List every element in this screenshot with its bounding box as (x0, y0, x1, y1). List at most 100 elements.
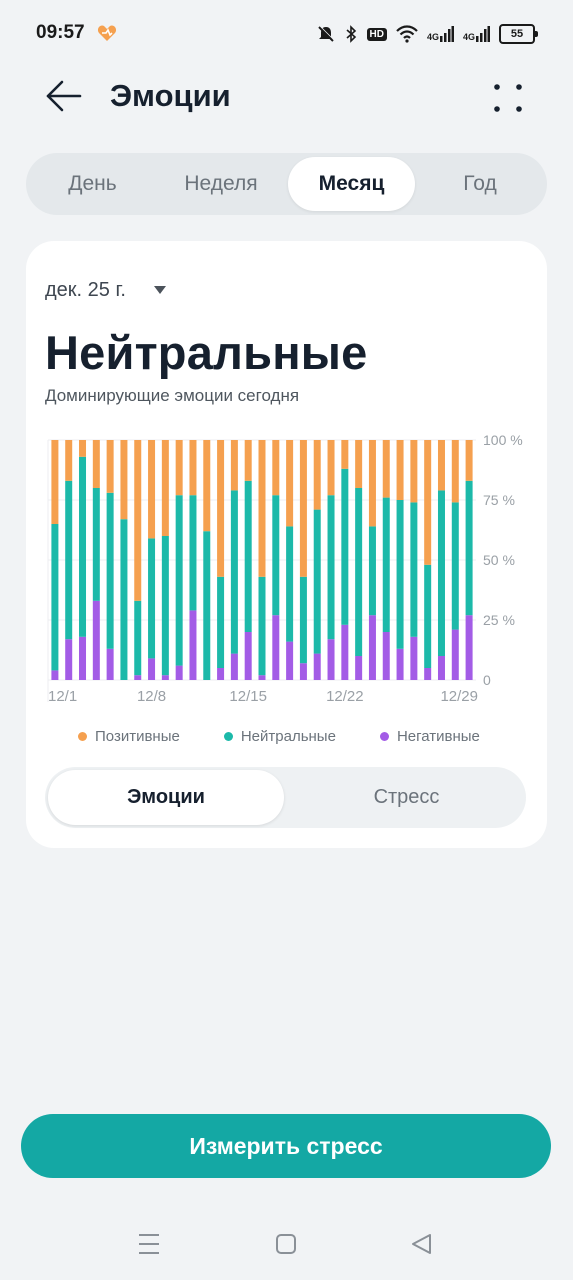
measure-stress-button[interactable]: Измерить стресс (21, 1114, 551, 1178)
hd-icon: HD (366, 27, 387, 41)
legend-positive-label: Позитивные (95, 728, 180, 745)
bar-segment (424, 668, 432, 680)
bar-segment (272, 440, 280, 496)
mode-stress-button[interactable]: Стресс (373, 786, 440, 808)
bar-segment (230, 440, 238, 491)
legend-negative-dot (379, 732, 389, 741)
wifi-icon (396, 25, 418, 43)
bar-segment (258, 440, 266, 577)
bar-segment (396, 440, 404, 500)
bar-segment (299, 663, 307, 680)
bar-segment (244, 480, 252, 632)
four-dots-icon[interactable] (492, 82, 524, 114)
bar-segment (106, 648, 114, 680)
signal-4g-icon-2: 4G (463, 26, 490, 42)
bar-segment (161, 440, 169, 536)
bar-segment (65, 440, 73, 481)
bar-segment (396, 648, 404, 680)
home-square-icon[interactable] (276, 1234, 296, 1254)
bar-segment (272, 615, 280, 680)
bar-segment (272, 495, 280, 616)
bar-segment (161, 675, 169, 680)
y-tick-label: 50 % (483, 552, 515, 568)
bar-segment (148, 440, 156, 539)
bar-segment (299, 576, 307, 664)
bar-segment (368, 440, 376, 527)
bar-segment (189, 610, 197, 680)
dominant-emotion-subtitle: Доминирующие эмоции сегодня (45, 386, 300, 405)
tab-day[interactable]: День (68, 172, 117, 195)
emotions-chart: 0 25 % 50 % 75 % 100 % 12/1 12/8 12/15 12/22 12/2… (47, 432, 523, 705)
bar-segment (368, 615, 376, 680)
bar-segment (106, 440, 114, 493)
bar-segment (217, 668, 225, 680)
bar-segment (465, 480, 473, 616)
bar-segment (51, 670, 59, 680)
bar-segment (313, 440, 321, 510)
signal-label-2: 4G (462, 32, 475, 42)
bar-segment (244, 632, 252, 680)
mute-bell-icon (317, 25, 334, 42)
x-tick-label: 12/15 (229, 688, 267, 705)
chart-legend: Позитивные Нейтральные Негативные (78, 728, 480, 745)
bar-segment (382, 632, 390, 680)
bar-segment (65, 639, 73, 680)
arrow-left-icon[interactable] (44, 78, 84, 114)
bar-segment (92, 488, 100, 601)
system-nav-bar (139, 1234, 431, 1254)
bar-segment (230, 653, 238, 680)
legend-neutral: Нейтральные (223, 728, 336, 745)
bar-segment (258, 576, 266, 676)
bar-segment (355, 656, 363, 680)
bar-segment (410, 440, 418, 503)
bar-segment (230, 490, 238, 654)
legend-negative: Негативные (379, 728, 480, 745)
bar-segment (175, 665, 183, 680)
legend-positive: Позитивные (78, 728, 180, 745)
bar-segment (120, 519, 128, 680)
bar-segment (396, 500, 404, 649)
bar-segment (355, 440, 363, 488)
bar-segment (286, 641, 294, 680)
mode-emotions-button[interactable]: Эмоции (48, 770, 284, 825)
legend-neutral-label: Нейтральные (240, 728, 336, 745)
bar-segment (451, 629, 459, 680)
battery-icon: 55 (499, 24, 538, 44)
bar-segment (148, 658, 156, 680)
bar-segment (51, 440, 59, 524)
tab-month[interactable]: Месяц (288, 157, 415, 211)
bar-segment (106, 492, 114, 649)
bar-segment (410, 502, 418, 637)
legend-positive-dot (78, 732, 87, 741)
legend-negative-label: Негативные (396, 728, 480, 745)
bar-segment (341, 468, 349, 625)
period-tabs: День Неделя Месяц Год (26, 153, 547, 215)
bar-segment (120, 440, 128, 520)
bar-segment (134, 440, 142, 601)
tab-year[interactable]: Год (463, 172, 497, 195)
x-tick-label: 12/22 (326, 688, 364, 705)
menu-icon[interactable] (139, 1234, 159, 1254)
bar-segment (299, 440, 307, 577)
bar-segment (313, 653, 321, 680)
bar-segment (189, 495, 197, 611)
dropdown-caret-icon[interactable] (154, 286, 166, 294)
x-tick-label: 12/29 (440, 688, 478, 705)
bluetooth-icon (345, 25, 356, 43)
dominant-emotion: Нейтральные (45, 326, 368, 379)
bar-segment (134, 675, 142, 680)
bar-segment (424, 564, 432, 668)
date-selector[interactable]: дек. 25 г. (45, 279, 126, 301)
signal-label: 4G (426, 32, 439, 42)
bar-segment (217, 440, 225, 577)
bar-segment (258, 675, 266, 680)
bar-segment (51, 524, 59, 671)
legend-neutral-dot (223, 732, 233, 741)
back-triangle-icon[interactable] (412, 1234, 431, 1254)
bar-segment (437, 440, 445, 491)
bar-segment (79, 636, 87, 680)
tab-week[interactable]: Неделя (184, 172, 258, 195)
bar-segment (217, 576, 225, 668)
page-title: Эмоции (110, 78, 231, 113)
bar-segment (465, 615, 473, 680)
